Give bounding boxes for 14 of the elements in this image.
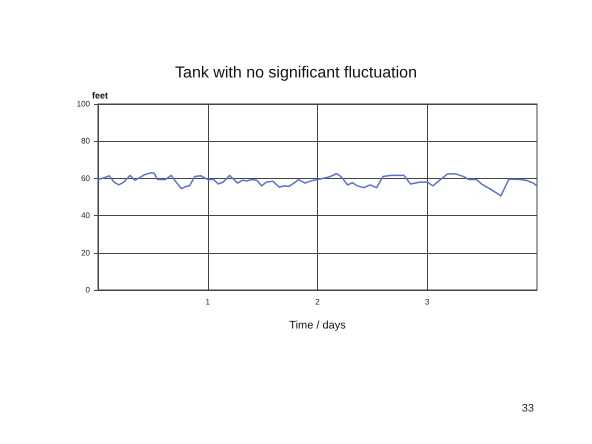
- text: 33: [522, 402, 534, 414]
- line-series: [97, 172, 538, 197]
- y-axis-title: feet: [92, 90, 108, 101]
- x-axis-title: Time / days: [289, 320, 346, 332]
- chart-title: Tank with no significant fluctuation: [175, 64, 417, 82]
- y-tick-label: 0: [86, 286, 91, 294]
- y-tick-label: 40: [81, 211, 91, 220]
- y-tick-label: 60: [81, 174, 91, 183]
- y-tick-label: 80: [81, 136, 91, 146]
- y-tick-label: 100: [76, 100, 91, 108]
- x-tick-label: 1: [206, 298, 211, 306]
- y-tick-label: 20: [81, 248, 91, 258]
- x-tick-label: 2: [315, 298, 320, 306]
- x-tick-label: 3: [425, 298, 430, 306]
